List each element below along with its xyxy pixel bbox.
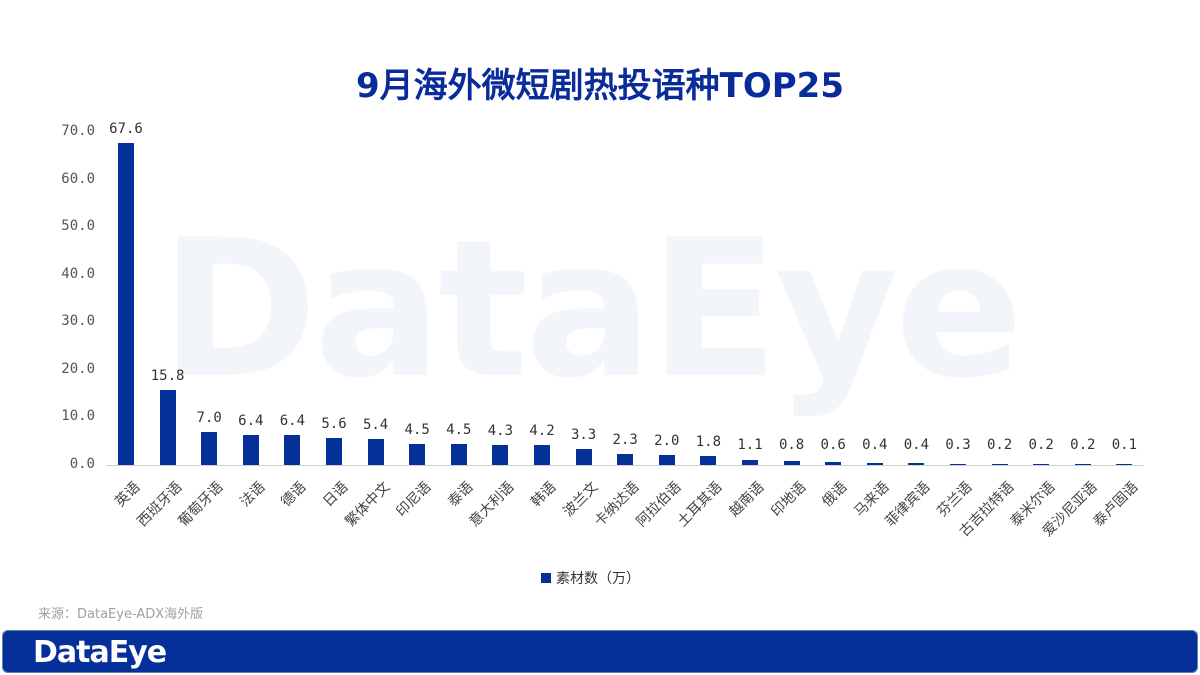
value-label: 15.8 xyxy=(150,367,185,384)
bar xyxy=(409,443,426,465)
value-label: 0.2 xyxy=(986,437,1013,453)
value-label: 4.2 xyxy=(529,423,555,440)
y-tick-label: 60.0 xyxy=(61,170,95,187)
y-tick-label: 20.0 xyxy=(61,360,95,377)
bar xyxy=(450,443,467,465)
legend-label: 素材数（万） xyxy=(556,571,640,587)
value-label: 6.4 xyxy=(279,412,306,429)
value-label: 0.8 xyxy=(778,437,805,453)
value-label: 0.1 xyxy=(1111,437,1138,453)
x-tick-label: 土耳其语 xyxy=(674,479,726,531)
value-label: 0.2 xyxy=(1028,437,1054,453)
bar xyxy=(492,444,509,465)
bar xyxy=(866,463,883,465)
value-label: 4.5 xyxy=(404,421,430,438)
value-label: 4.3 xyxy=(487,422,514,439)
bar xyxy=(617,454,634,465)
bar xyxy=(991,464,1008,465)
x-tick-label: 卡纳达语 xyxy=(591,479,643,531)
footer-bar: DataEye xyxy=(2,630,1198,673)
x-tick-label: 英语 xyxy=(112,479,144,511)
value-label: 0.6 xyxy=(820,437,846,453)
x-tick-label: 法语 xyxy=(237,479,269,511)
legend: 素材数（万） xyxy=(541,568,640,588)
value-label: 3.3 xyxy=(570,427,597,444)
value-label: 5.4 xyxy=(362,417,389,434)
x-tick-label: 印尼语 xyxy=(393,479,435,521)
y-tick-label: 10.0 xyxy=(61,408,95,425)
y-tick-label: 50.0 xyxy=(61,218,95,235)
value-label: 4.5 xyxy=(446,421,472,438)
x-tick-label: 泰卢固语 xyxy=(1090,479,1142,531)
y-tick-label: 40.0 xyxy=(61,265,95,282)
x-tick-label: 意大利语 xyxy=(466,479,518,531)
value-label: 0.3 xyxy=(945,437,971,453)
value-label: 0.4 xyxy=(903,437,930,453)
x-tick-label: 泰语 xyxy=(445,479,477,511)
bar xyxy=(367,439,384,465)
x-tick-label: 韩语 xyxy=(528,479,560,511)
value-label: 67.6 xyxy=(109,121,143,138)
value-label: 7.0 xyxy=(196,409,222,426)
y-tick-label: 0.0 xyxy=(69,456,95,472)
value-label: 0.2 xyxy=(1070,437,1096,453)
x-tick-label: 越南语 xyxy=(726,479,768,521)
value-label: 0.4 xyxy=(862,437,888,453)
bar xyxy=(950,463,966,465)
bar xyxy=(742,459,758,465)
bar xyxy=(159,389,176,465)
bar xyxy=(326,438,342,465)
x-tick-label: 印地语 xyxy=(768,479,810,521)
value-label: 1.8 xyxy=(695,434,722,451)
bar xyxy=(1116,464,1133,465)
bar xyxy=(201,431,218,465)
x-tick-label: 繁体中文 xyxy=(342,479,394,531)
bar xyxy=(575,449,592,465)
value-label: 2.3 xyxy=(612,432,638,449)
value-label: 6.4 xyxy=(238,412,264,429)
x-tick-label: 葡萄牙语 xyxy=(175,479,227,531)
bar xyxy=(908,463,925,465)
dataeye-logo: DataEye xyxy=(33,635,167,670)
x-tick-label: 菲律宾语 xyxy=(882,479,934,531)
x-tick-label: 日语 xyxy=(320,479,352,511)
value-label: 2.0 xyxy=(654,433,680,450)
chart-title: 9月海外微短剧热投语种TOP25 xyxy=(356,66,844,106)
bar xyxy=(284,434,301,465)
bar xyxy=(1033,464,1050,465)
bar xyxy=(783,461,800,465)
bar xyxy=(242,434,259,465)
bar xyxy=(658,455,675,465)
legend-swatch-icon xyxy=(541,573,551,583)
x-tick-label: 阿拉伯语 xyxy=(633,479,685,531)
bar xyxy=(1074,464,1091,465)
value-label: 1.1 xyxy=(737,437,763,453)
x-tick-label: 西班牙语 xyxy=(134,479,186,531)
bar xyxy=(534,445,550,465)
bar xyxy=(700,456,717,465)
x-axis-line xyxy=(106,465,1144,466)
value-label: 5.6 xyxy=(321,416,347,433)
y-tick-label: 70.0 xyxy=(61,123,95,139)
watermark: DataEye xyxy=(160,199,1023,420)
x-tick-label: 俄语 xyxy=(819,479,851,511)
y-tick-label: 30.0 xyxy=(61,313,95,330)
source-note: 来源：DataEye-ADX海外版 xyxy=(38,607,204,622)
bar xyxy=(825,462,842,465)
bar xyxy=(118,143,134,465)
x-tick-label: 德语 xyxy=(278,479,310,511)
